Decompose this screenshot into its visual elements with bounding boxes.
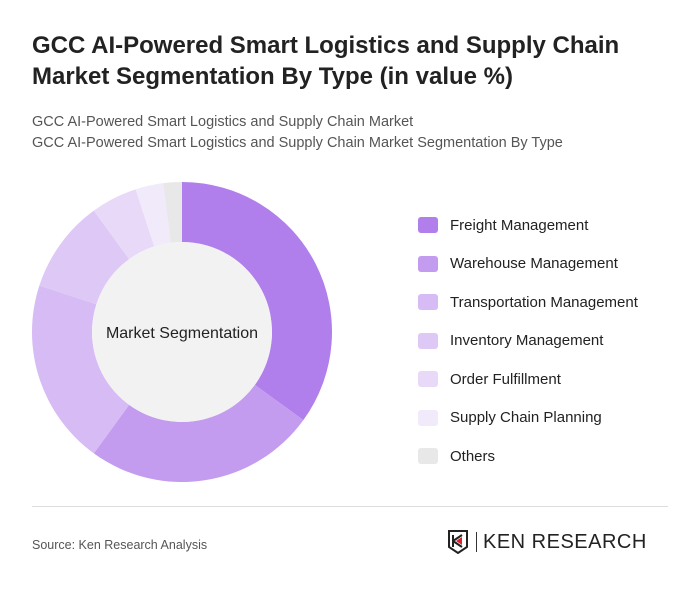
legend-label: Order Fulfillment (450, 370, 561, 388)
slice-inventory-management (39, 210, 130, 305)
legend-swatch (418, 255, 438, 272)
legend-item: Warehouse Management (418, 245, 638, 284)
donut-hole (92, 242, 272, 422)
slice-order-fulfillment (93, 189, 155, 260)
subtitle-1: GCC AI-Powered Smart Logistics and Suppl… (32, 114, 414, 130)
legend-swatch (418, 217, 438, 234)
slice-others (163, 182, 182, 243)
ken-logo-icon (448, 530, 468, 554)
legend-label: Supply Chain Planning (450, 409, 602, 427)
subtitle-2: GCC AI-Powered Smart Logistics and Suppl… (32, 135, 563, 151)
slice-supply-chain-planning (135, 183, 171, 247)
legend-swatch (418, 332, 438, 349)
legend-label: Transportation Management (450, 293, 638, 311)
legend-item: Freight Management (418, 206, 638, 245)
chart-title: GCC AI-Powered Smart Logistics and Suppl… (32, 32, 620, 90)
center-label: Market Segmentation (106, 325, 258, 342)
legend-swatch (418, 409, 438, 426)
legend-item: Transportation Management (418, 283, 638, 322)
slice-freight-management (182, 182, 332, 421)
legend-label: Inventory Management (450, 332, 604, 350)
legend-label: Freight Management (450, 216, 589, 234)
source-note: Source: Ken Research Analysis (32, 538, 208, 552)
legend-item: Others (418, 437, 638, 476)
slice-warehouse-management (93, 384, 304, 482)
logo-text: KEN RESEARCH (476, 532, 647, 552)
legend-item: Supply Chain Planning (418, 399, 638, 438)
legend-item: Inventory Management (418, 322, 638, 361)
slice-transportation-management (32, 285, 130, 454)
legend-swatch (418, 371, 438, 388)
legend-item: Order Fulfillment (418, 360, 638, 399)
legend-label: Others (450, 447, 496, 465)
divider (32, 506, 668, 507)
legend-swatch (418, 448, 438, 465)
legend-label: Warehouse Management (450, 255, 618, 273)
legend: Freight Management Warehouse Management Tr… (418, 206, 638, 476)
donut-chart: Market Segmentation (32, 182, 332, 482)
legend-swatch (418, 294, 438, 311)
ken-research-logo: KEN RESEARCH (448, 530, 647, 554)
